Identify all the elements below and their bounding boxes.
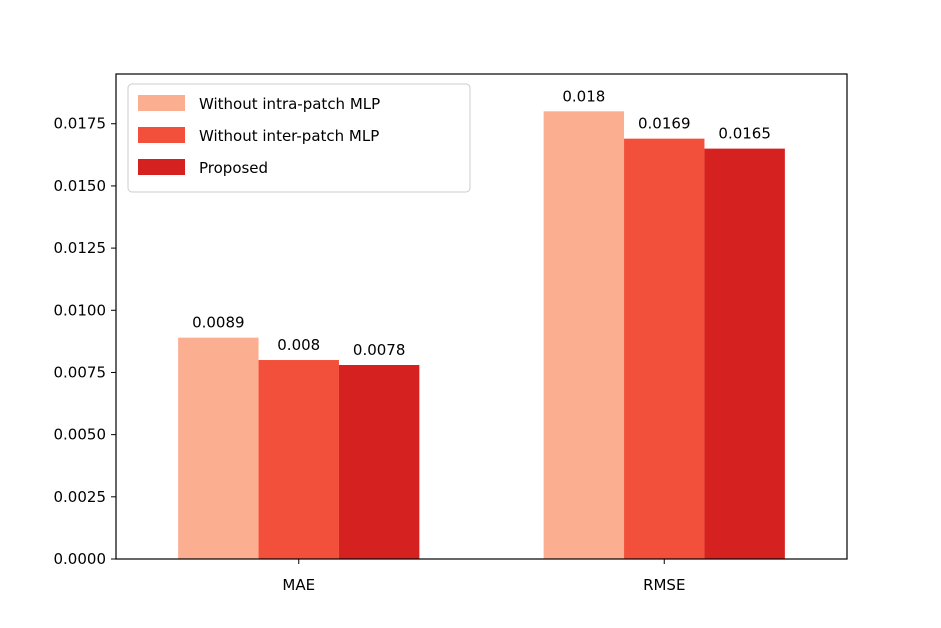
data-label: 0.008 [277, 336, 320, 354]
x-tick-label: RMSE [643, 576, 685, 594]
x-tick-label: MAE [282, 576, 315, 594]
plot-frame [115, 73, 848, 560]
bar-rmse-series-3 [704, 148, 785, 559]
y-tick-label: 0.0150 [54, 177, 107, 195]
legend-swatch [138, 127, 185, 143]
legend-box [127, 83, 471, 193]
y-tick-label: 0.0025 [54, 488, 107, 506]
y-tick-label: 0.0175 [54, 115, 107, 133]
legend-swatch [138, 95, 185, 111]
legend-label: Proposed [199, 159, 268, 177]
data-label: 0.0078 [353, 341, 406, 359]
y-axis: 0.0000 0.0025 0.0050 0.0075 0.0100 0.0125 0.01… [54, 115, 116, 568]
bars-group [178, 111, 785, 560]
bar-rmse-series-1 [543, 111, 625, 560]
data-label: 0.0165 [718, 125, 771, 143]
bar-mae-series-2 [258, 360, 339, 559]
y-tick-label: 0.0100 [54, 301, 107, 319]
legend-label: Without intra-patch MLP [199, 95, 380, 113]
bar-mae-series-1 [178, 337, 259, 559]
y-tick-label: 0.0125 [54, 239, 107, 257]
data-labels-group: 0.0089 0.018 0.008 0.0169 0.0078 0.0165 [192, 87, 771, 359]
bar-mae-series-3 [338, 365, 420, 559]
data-label: 0.018 [562, 87, 605, 105]
x-axis: MAE RMSE [282, 559, 685, 594]
data-label: 0.0169 [638, 115, 691, 133]
data-label: 0.0089 [192, 314, 245, 332]
y-tick-label: 0.0050 [54, 426, 107, 444]
y-tick-label: 0.0000 [54, 550, 107, 568]
legend-label: Without inter-patch MLP [199, 127, 379, 145]
y-tick-label: 0.0075 [54, 363, 107, 381]
legend: Without intra-patch MLP Without inter-pat… [127, 83, 471, 193]
legend-swatch [138, 159, 185, 175]
bar-rmse-series-2 [624, 138, 705, 559]
